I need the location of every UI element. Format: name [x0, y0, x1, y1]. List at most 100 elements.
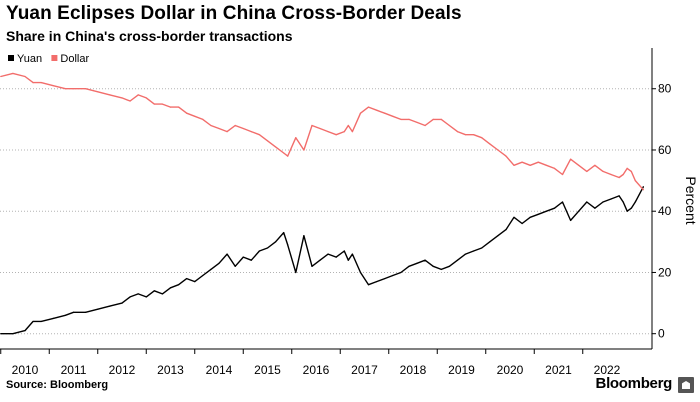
data-point-dollar — [52, 85, 54, 87]
data-point-dollar — [194, 115, 196, 117]
data-point-dollar — [553, 167, 556, 169]
x-tick-label: 2018 — [400, 363, 427, 377]
x-tick-label: 2010 — [12, 363, 39, 377]
data-point-yuan — [634, 201, 636, 203]
x-tick-label: 2020 — [497, 363, 524, 377]
data-point-yuan — [610, 198, 612, 200]
data-point-dollar — [408, 118, 410, 120]
y-tick-label: 20 — [658, 265, 672, 279]
data-point-yuan — [0, 333, 2, 335]
data-point-dollar — [513, 164, 515, 166]
data-point-yuan — [489, 241, 491, 243]
data-point-yuan — [408, 265, 410, 267]
data-point-yuan — [384, 277, 386, 280]
data-point-yuan — [424, 259, 426, 261]
data-point-dollar — [481, 137, 483, 139]
data-point-dollar — [303, 149, 305, 151]
x-tick-label: 2017 — [351, 363, 378, 377]
y-tick-label: 80 — [658, 82, 672, 96]
data-point-dollar — [64, 88, 67, 90]
x-tick-label: 2013 — [157, 363, 184, 377]
data-point-yuan — [456, 259, 459, 261]
y-tick-label: 0 — [658, 327, 665, 341]
data-point-dollar — [626, 167, 628, 169]
data-point-yuan — [32, 320, 34, 323]
data-point-dollar — [169, 106, 172, 108]
data-point-dollar — [432, 118, 434, 120]
data-point-dollar — [40, 82, 42, 84]
data-point-dollar — [97, 91, 99, 93]
data-point-dollar — [424, 124, 426, 127]
data-point-yuan — [12, 333, 14, 335]
data-point-dollar — [456, 131, 459, 133]
data-point-yuan — [226, 253, 228, 255]
data-point-yuan — [283, 232, 285, 234]
data-point-yuan — [359, 271, 362, 274]
data-point-yuan — [72, 311, 75, 313]
data-point-yuan — [553, 207, 556, 209]
data-point-dollar — [489, 143, 491, 145]
data-point-dollar — [210, 124, 212, 127]
data-point-dollar — [327, 131, 329, 133]
data-point-yuan — [347, 259, 349, 261]
data-point-dollar — [85, 88, 87, 90]
data-point-yuan — [266, 247, 269, 249]
data-point-yuan — [416, 262, 418, 264]
data-point-dollar — [537, 161, 539, 163]
data-point-dollar — [311, 124, 313, 127]
data-point-yuan — [432, 265, 434, 267]
data-point-dollar — [578, 164, 580, 166]
data-point-yuan — [202, 274, 204, 277]
data-point-yuan — [618, 195, 620, 197]
data-point-yuan — [177, 284, 180, 286]
data-point-dollar — [594, 164, 596, 166]
chart-title: Yuan Eclipses Dollar in China Cross-Bord… — [6, 3, 462, 24]
data-point-yuan — [376, 281, 378, 283]
data-point-dollar — [12, 72, 14, 75]
data-point-yuan — [626, 210, 628, 212]
data-point-yuan — [602, 201, 604, 203]
x-tick-label: 2011 — [61, 363, 87, 377]
data-point-dollar — [153, 103, 155, 105]
data-point-dollar — [497, 149, 499, 151]
data-point-dollar — [529, 164, 531, 166]
data-point-dollar — [505, 155, 507, 157]
data-point-yuan — [52, 317, 54, 319]
data-point-dollar — [634, 179, 636, 182]
data-point-yuan — [295, 271, 297, 274]
data-point-dollar — [234, 124, 236, 127]
data-point-dollar — [384, 112, 386, 114]
data-point-dollar — [642, 189, 644, 191]
source-note: Source: Bloomberg — [6, 379, 109, 391]
data-point-yuan — [210, 268, 212, 270]
data-point-yuan — [570, 219, 572, 222]
data-point-dollar — [561, 173, 564, 176]
data-point-yuan — [513, 216, 515, 218]
data-point-dollar — [0, 75, 2, 78]
data-point-dollar — [295, 137, 297, 139]
data-point-yuan — [194, 281, 196, 283]
data-point-yuan — [448, 265, 450, 267]
data-point-yuan — [97, 308, 99, 310]
data-point-yuan — [529, 216, 531, 218]
x-tick-label: 2012 — [109, 363, 136, 377]
data-point-dollar — [266, 140, 269, 142]
data-point-yuan — [161, 293, 164, 295]
data-point-yuan — [537, 213, 539, 215]
chart-subtitle: Share in China's cross-border transactio… — [6, 28, 293, 44]
data-point-yuan — [464, 253, 467, 255]
data-point-yuan — [578, 210, 580, 212]
data-point-yuan — [109, 305, 111, 307]
data-point-dollar — [202, 118, 204, 120]
data-point-dollar — [622, 173, 624, 176]
data-point-yuan — [145, 296, 147, 298]
data-point-dollar — [177, 106, 180, 108]
data-point-dollar — [610, 173, 612, 176]
data-point-yuan — [218, 262, 220, 264]
data-point-dollar — [545, 164, 547, 166]
x-tick-label: 2016 — [303, 363, 330, 377]
data-point-yuan — [121, 302, 123, 304]
data-point-yuan — [250, 259, 252, 261]
data-point-yuan — [287, 244, 289, 246]
data-point-yuan — [505, 228, 507, 231]
